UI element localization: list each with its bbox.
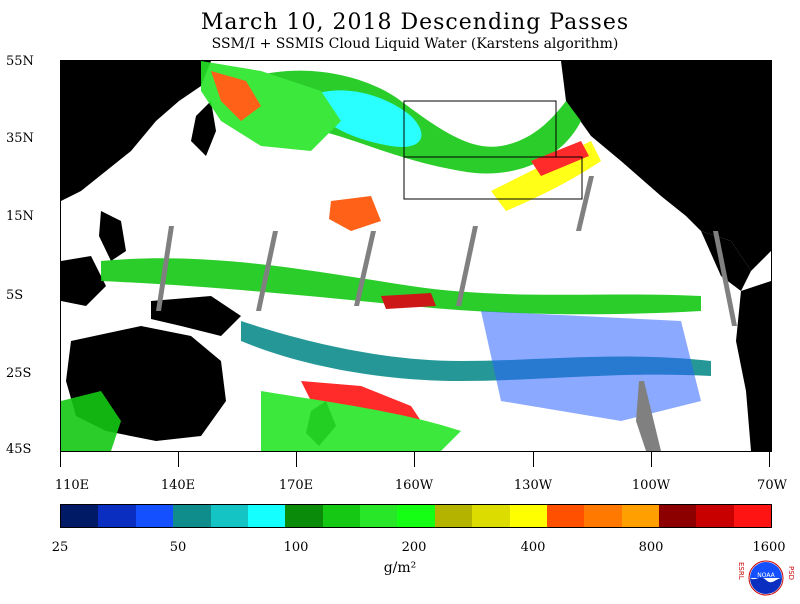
land-north-america bbox=[561, 61, 771, 271]
map-subtitle: SSM/I + SSMIS Cloud Liquid Water (Karste… bbox=[211, 36, 619, 52]
color-scale-cell bbox=[546, 505, 585, 527]
color-scale-cell bbox=[509, 505, 547, 527]
color-scale-cell bbox=[733, 505, 772, 527]
land-borneo bbox=[61, 256, 106, 306]
color-scale-cell bbox=[322, 505, 360, 527]
lat-label-15n: 15N bbox=[6, 209, 34, 224]
land-new-guinea bbox=[151, 296, 241, 336]
logo-left-text: ESRL bbox=[737, 562, 745, 580]
swath-gaps bbox=[156, 176, 737, 451]
color-scale-cell bbox=[397, 505, 435, 527]
cloud-red-west bbox=[211, 71, 261, 121]
logo-right-text: PSD bbox=[787, 566, 795, 580]
color-scale-cell bbox=[98, 505, 136, 527]
units-label: g/m² bbox=[383, 560, 417, 576]
cloud-se-blue bbox=[481, 311, 701, 421]
land-masses bbox=[61, 61, 771, 451]
lat-label-35n: 35N bbox=[6, 131, 34, 146]
color-scale-cell bbox=[472, 505, 510, 527]
logo-center-text: NOAA bbox=[757, 572, 775, 579]
color-scale-cell bbox=[584, 505, 622, 527]
lon-label-70w: 70W bbox=[757, 478, 787, 493]
color-scale-cell bbox=[285, 505, 323, 527]
cloud-vortex-inner bbox=[301, 90, 422, 147]
scale-label-25: 25 bbox=[51, 540, 69, 555]
land-central-america bbox=[701, 231, 751, 291]
swath-gap-5 bbox=[576, 176, 594, 231]
cloud-front-red bbox=[531, 141, 589, 176]
scale-label-100: 100 bbox=[283, 540, 309, 555]
cloud-bands bbox=[61, 61, 711, 451]
scale-label-200: 200 bbox=[401, 540, 427, 555]
cloud-south-red bbox=[301, 381, 421, 421]
lon-label-170e: 170E bbox=[278, 478, 314, 493]
scale-label-50: 50 bbox=[169, 540, 187, 555]
cloud-central-red bbox=[329, 196, 381, 231]
lon-tick bbox=[533, 451, 534, 467]
lat-label-25s: 25S bbox=[6, 366, 32, 381]
land-south-america bbox=[736, 281, 771, 451]
color-scale-cell bbox=[135, 505, 174, 527]
swath-gap-7 bbox=[636, 381, 661, 451]
map-title: March 10, 2018 Descending Passes bbox=[200, 10, 630, 35]
lon-label-130w: 130W bbox=[513, 478, 553, 493]
noaa-logo: NOAA ESRL PSD bbox=[736, 556, 796, 600]
lon-tick bbox=[178, 451, 179, 467]
lon-tick bbox=[60, 451, 61, 467]
lat-label-45s: 45S bbox=[6, 442, 32, 457]
lon-label-160w: 160W bbox=[394, 478, 434, 493]
land-japan bbox=[191, 101, 216, 156]
lon-tick bbox=[414, 451, 415, 467]
cloud-sw-band bbox=[61, 391, 121, 451]
color-scale-cell bbox=[434, 505, 473, 527]
color-scale-cell bbox=[621, 505, 659, 527]
land-philippines bbox=[99, 211, 126, 261]
map-panel bbox=[60, 60, 772, 452]
color-scale-cell bbox=[173, 505, 211, 527]
lon-tick bbox=[769, 451, 770, 467]
lon-tick bbox=[651, 451, 652, 467]
color-scale-cell bbox=[210, 505, 248, 527]
swath-gap-1 bbox=[156, 226, 174, 311]
map-canvas bbox=[61, 61, 771, 451]
lon-label-100w: 100W bbox=[631, 478, 671, 493]
scale-label-400: 400 bbox=[520, 540, 546, 555]
cloud-itcz-core bbox=[381, 293, 436, 309]
scale-label-800: 800 bbox=[638, 540, 664, 555]
color-scale-cell bbox=[247, 505, 286, 527]
lat-label-55n: 55N bbox=[6, 54, 34, 69]
noaa-seal-icon: NOAA ESRL PSD bbox=[737, 560, 795, 596]
color-scale-cell bbox=[61, 505, 99, 527]
swath-gap-3 bbox=[354, 231, 376, 306]
lon-label-110e: 110E bbox=[54, 478, 90, 493]
lat-label-5s: 5S bbox=[6, 288, 24, 303]
color-scale-cell bbox=[360, 505, 398, 527]
cloud-south-band bbox=[261, 391, 461, 451]
region-box-south bbox=[403, 156, 583, 200]
lon-tick bbox=[296, 451, 297, 467]
swath-gap-6 bbox=[713, 231, 737, 326]
cloud-spcz bbox=[241, 321, 711, 381]
swath-gap-4 bbox=[456, 226, 478, 306]
color-scale-bar bbox=[60, 504, 772, 528]
color-scale-cell bbox=[696, 505, 734, 527]
color-scale-cell bbox=[659, 505, 697, 527]
swath-gap-2 bbox=[256, 231, 278, 311]
cloud-itcz bbox=[101, 258, 701, 315]
land-asia bbox=[61, 61, 211, 201]
lon-label-140e: 140E bbox=[160, 478, 196, 493]
scale-label-1600: 1600 bbox=[752, 540, 786, 555]
